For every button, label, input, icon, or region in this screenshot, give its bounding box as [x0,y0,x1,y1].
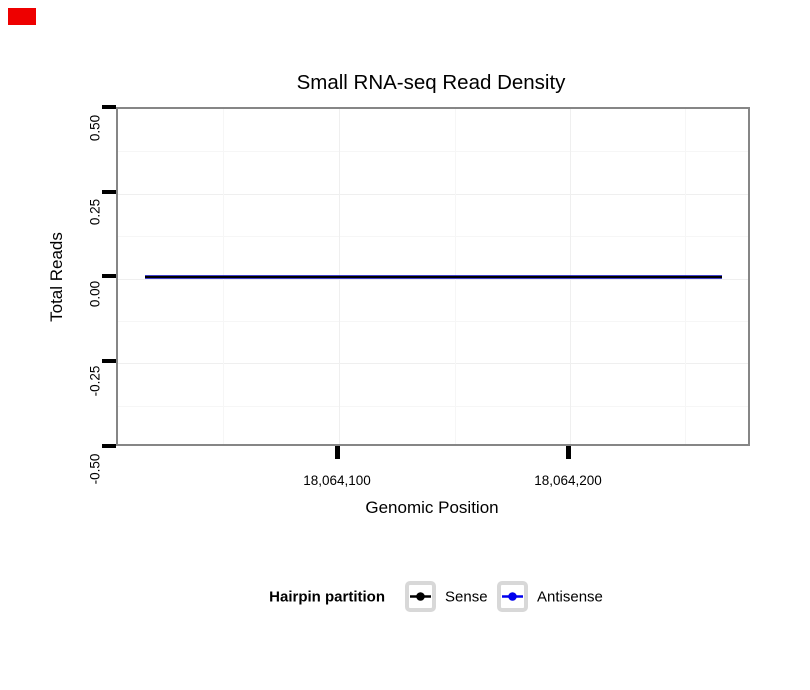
y-tick-mark [102,190,116,194]
read-density-lines [145,275,722,279]
y-tick-mark [102,359,116,363]
gridline-h-major [118,279,748,280]
legend-title: Hairpin partition [269,588,385,606]
gridline-h-major [118,194,748,195]
y-tick-mark [102,274,116,278]
legend-label-sense: Sense [445,588,488,606]
x-tick-mark [335,446,340,459]
legend-key-sense [405,581,436,612]
x-tick-label: 18,064,100 [303,473,371,488]
sense-key-glyph [410,592,431,601]
gridline-h-minor [118,151,748,152]
x-tick-label: 18,064,200 [534,473,602,488]
gridline-h-major [118,363,748,364]
gridline-h-minor [118,236,748,237]
antisense-key-glyph [502,592,523,601]
y-tick-mark [102,444,116,448]
red-rectangle-marker [8,8,36,25]
y-tick-mark [102,105,116,109]
legend-key-antisense [497,581,528,612]
gridline-h-minor [118,406,748,407]
x-axis-title: Genomic Position [365,498,499,517]
legend-label-antisense: Antisense [537,588,603,606]
gridline-h-minor [118,321,748,322]
x-tick-mark [566,446,571,459]
chart-title: Small RNA-seq Read Density [296,71,566,94]
plot-panel [116,107,750,446]
